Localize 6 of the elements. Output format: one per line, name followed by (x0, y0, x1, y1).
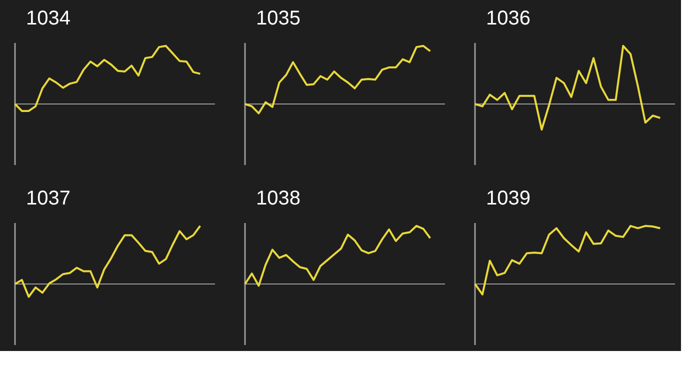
chart-title: 1036 (486, 7, 530, 30)
chart-title: 1035 (256, 7, 300, 30)
chart-title: 1037 (26, 187, 70, 210)
chart-title: 1034 (26, 7, 70, 30)
chart-title: 1039 (486, 187, 530, 210)
chart-title: 1038 (256, 187, 300, 210)
